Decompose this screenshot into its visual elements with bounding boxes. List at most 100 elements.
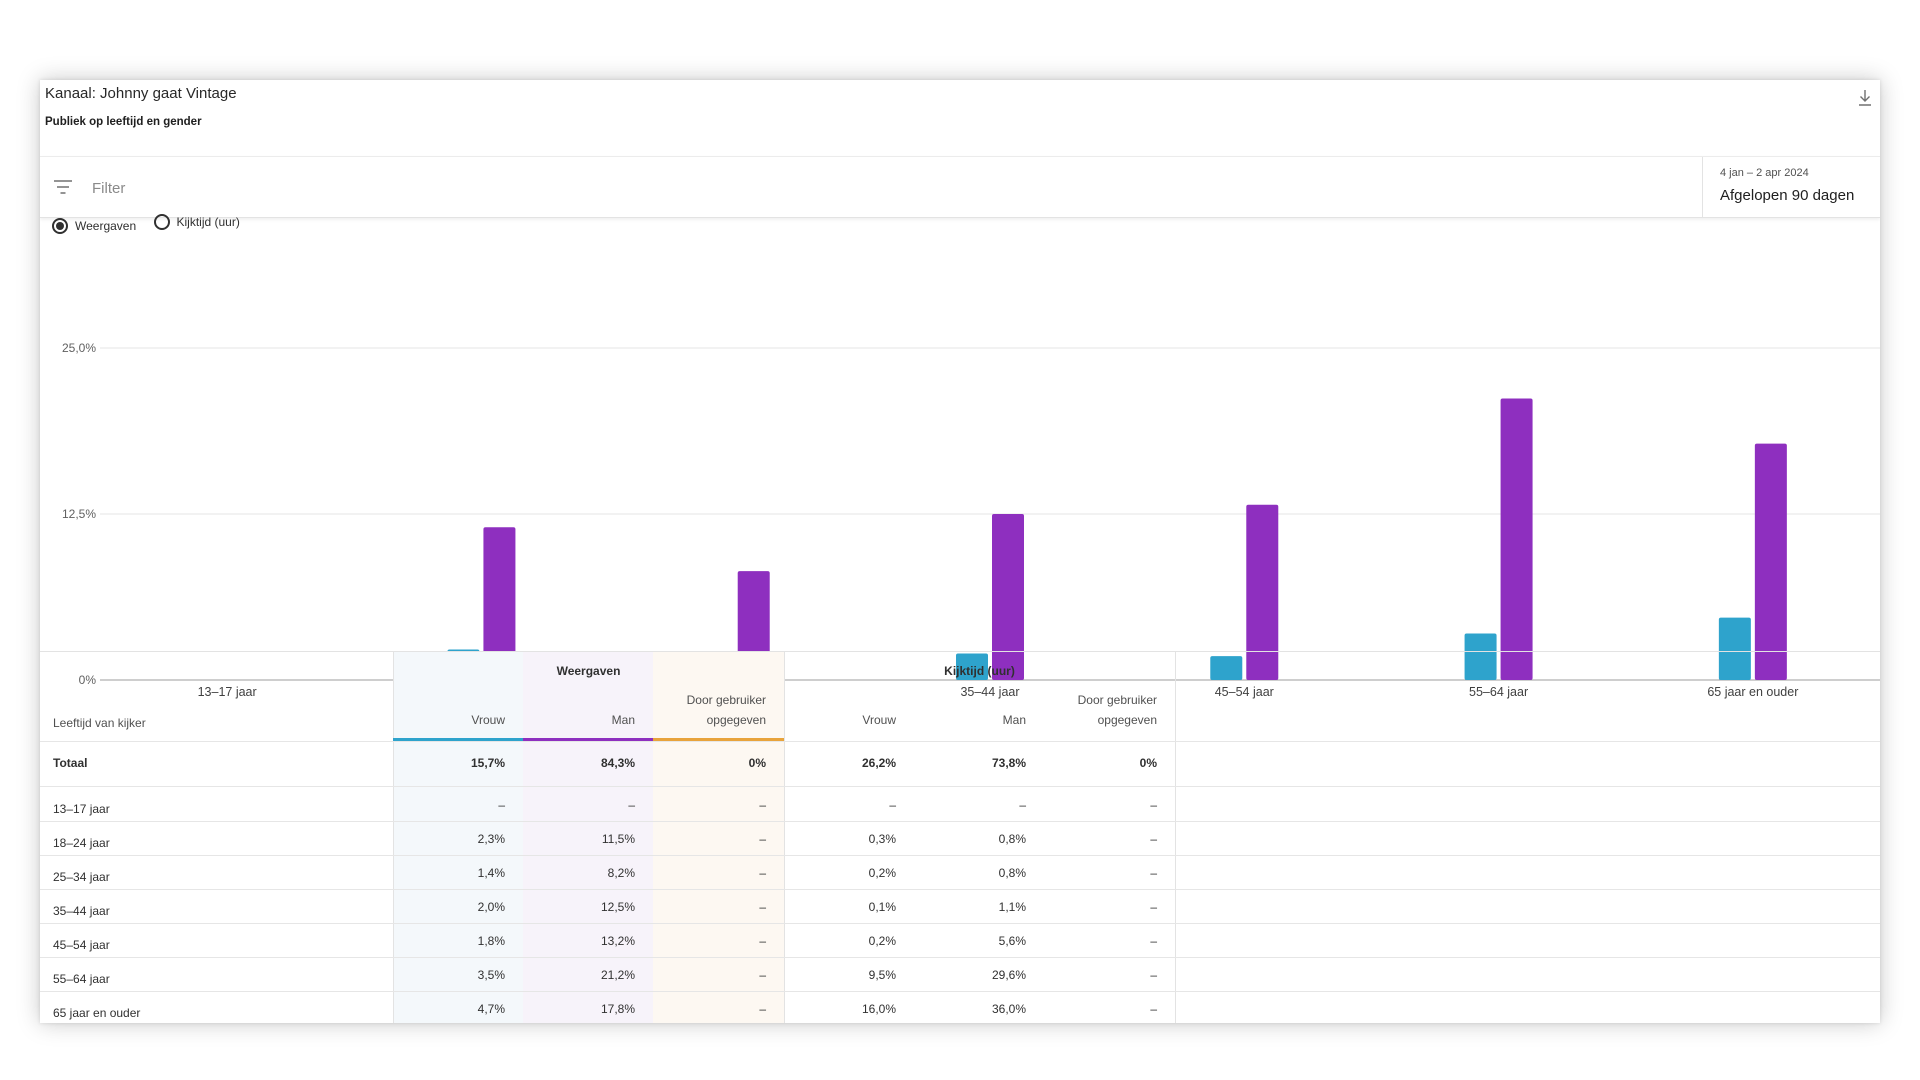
col-header-kijktijd-vrouw[interactable]: Vrouw — [862, 713, 896, 727]
date-range-picker[interactable]: 4 jan – 2 apr 2024 Afgelopen 90 dagen — [1702, 157, 1880, 217]
col-header-weergaven-door-gebruiker[interactable]: Door gebruiker opgegeven — [686, 693, 766, 727]
x-tick-label: 55–64 jaar — [1469, 685, 1528, 699]
table-cell: 21,2% — [600, 968, 635, 982]
group-header-weergaven: Weergaven — [556, 664, 621, 678]
age-group-label: 55–64 jaar — [53, 972, 110, 986]
channel-title: Kanaal: Johnny gaat Vintage — [45, 85, 237, 102]
table-cell: – — [1019, 798, 1026, 812]
table-cell: – — [1150, 934, 1157, 948]
radio-kijktijd[interactable]: Kijktijd (uur) — [153, 214, 240, 230]
y-tick-label: 25,0% — [62, 341, 96, 355]
table-cell: 1,8% — [477, 934, 505, 948]
table-cell: 8,2% — [607, 866, 635, 880]
table-cell: – — [1150, 866, 1157, 880]
bar-vrouw[interactable] — [1718, 617, 1751, 680]
bar-man[interactable] — [992, 514, 1024, 680]
table-cell: 0,3% — [868, 832, 896, 846]
table-cell: – — [759, 900, 766, 914]
table-cell: 5,6% — [998, 934, 1026, 948]
table-cell: 9,5% — [868, 968, 896, 982]
age-group-label: 13–17 jaar — [53, 802, 110, 816]
table-cell: 36,0% — [991, 1002, 1026, 1016]
radio-weergaven-label: Weergaven — [75, 219, 137, 233]
group-header-kijktijd: Kijktijd (uur) — [944, 664, 1015, 678]
radio-selected-icon — [52, 218, 68, 234]
table-cell: – — [1150, 968, 1157, 982]
user-color-underline — [653, 738, 784, 741]
col-header-weergaven-vrouw[interactable]: Vrouw — [471, 713, 505, 727]
table-cell: – — [498, 798, 505, 812]
total-value: 84,3% — [600, 756, 635, 770]
bar-man[interactable] — [1500, 398, 1533, 680]
table-cell: 16,0% — [861, 1002, 896, 1016]
table-cell: – — [759, 866, 766, 880]
date-range-label: Afgelopen 90 dagen — [1720, 187, 1855, 204]
y-tick-label: 12,5% — [62, 507, 96, 521]
filter-icon[interactable] — [53, 179, 73, 195]
x-tick-label: 13–17 jaar — [198, 685, 257, 699]
table-cell: – — [1150, 832, 1157, 846]
table-cell: 3,5% — [477, 968, 505, 982]
table-cell: 17,8% — [600, 1002, 635, 1016]
total-value: 0% — [748, 756, 766, 770]
table-cell: 1,4% — [477, 866, 505, 880]
bar-man[interactable] — [1754, 443, 1787, 680]
table-cell: – — [759, 934, 766, 948]
table-cell: 0,2% — [868, 934, 896, 948]
bar-man[interactable] — [483, 527, 516, 680]
radio-kijktijd-label: Kijktijd (uur) — [176, 215, 240, 229]
metric-toggle: Weergaven Kijktijd (uur) — [52, 214, 254, 234]
table-cell: 13,2% — [600, 934, 635, 948]
table-cell: 11,5% — [601, 832, 635, 846]
table-cell: – — [628, 798, 635, 812]
table-cell: – — [759, 968, 766, 982]
radio-unselected-icon — [153, 214, 170, 230]
age-gender-table: Weergaven Kijktijd (uur) Vrouw Man Door … — [40, 651, 1880, 1023]
x-tick-label: 45–54 jaar — [1215, 685, 1274, 699]
col-header-kijktijd-man[interactable]: Man — [1002, 713, 1026, 727]
bar-man[interactable] — [1246, 504, 1279, 680]
table-cell: – — [889, 798, 896, 812]
report-subtitle: Publiek op leeftijd en gender — [45, 116, 202, 128]
total-value: 0% — [1139, 756, 1157, 770]
vrouw-color-underline — [393, 738, 523, 741]
age-gender-bar-chart: 0%12,5%25,0%13–17 jaar18–24 jaar25–34 ja… — [62, 341, 1880, 699]
bar-vrouw[interactable] — [1464, 633, 1497, 680]
date-range-dates: 4 jan – 2 apr 2024 — [1720, 167, 1809, 179]
age-group-label: 18–24 jaar — [53, 836, 110, 850]
bar-vrouw[interactable] — [1210, 656, 1243, 680]
table-cell: – — [759, 798, 766, 812]
man-color-underline — [523, 738, 653, 741]
table-cell: 1,1% — [998, 900, 1026, 914]
total-value: 26,2% — [861, 756, 896, 770]
age-group-label: 35–44 jaar — [53, 904, 110, 918]
table-cell: 0,2% — [868, 866, 896, 880]
row-header-label: Leeftijd van kijker — [53, 716, 146, 730]
table-cell: 0,1% — [868, 900, 896, 914]
age-group-label: 65 jaar en ouder — [53, 1006, 141, 1020]
col-header-weergaven-man[interactable]: Man — [611, 713, 635, 727]
table-cell: 0,8% — [998, 832, 1026, 846]
x-tick-label: 65 jaar en ouder — [1707, 685, 1798, 699]
table-cell: – — [759, 832, 766, 846]
x-tick-label: 35–44 jaar — [960, 685, 1019, 699]
table-cell: – — [759, 1002, 766, 1016]
age-group-label: 45–54 jaar — [53, 938, 110, 952]
total-value: 73,8% — [991, 756, 1026, 770]
download-icon[interactable] — [1856, 88, 1874, 108]
age-group-label: 25–34 jaar — [53, 870, 110, 884]
table-cell: – — [1150, 1002, 1157, 1016]
total-row-label: Totaal — [53, 756, 88, 770]
radio-weergaven[interactable]: Weergaven — [52, 218, 136, 234]
filter-bar: 4 jan – 2 apr 2024 Afgelopen 90 dagen — [40, 156, 1880, 218]
table-cell: 0,8% — [998, 866, 1026, 880]
table-cell: – — [1150, 900, 1157, 914]
bar-vrouw[interactable] — [956, 653, 988, 680]
table-cell: 29,6% — [991, 968, 1026, 982]
table-cell: 4,7% — [477, 1002, 505, 1016]
report-card: Kanaal: Johnny gaat Vintage Publiek op l… — [40, 80, 1880, 1023]
col-header-kijktijd-door-gebruiker[interactable]: Door gebruiker opgegeven — [1077, 693, 1157, 727]
filter-input[interactable] — [90, 174, 694, 202]
table-cell: – — [1150, 798, 1157, 812]
table-cell: 2,3% — [477, 832, 505, 846]
